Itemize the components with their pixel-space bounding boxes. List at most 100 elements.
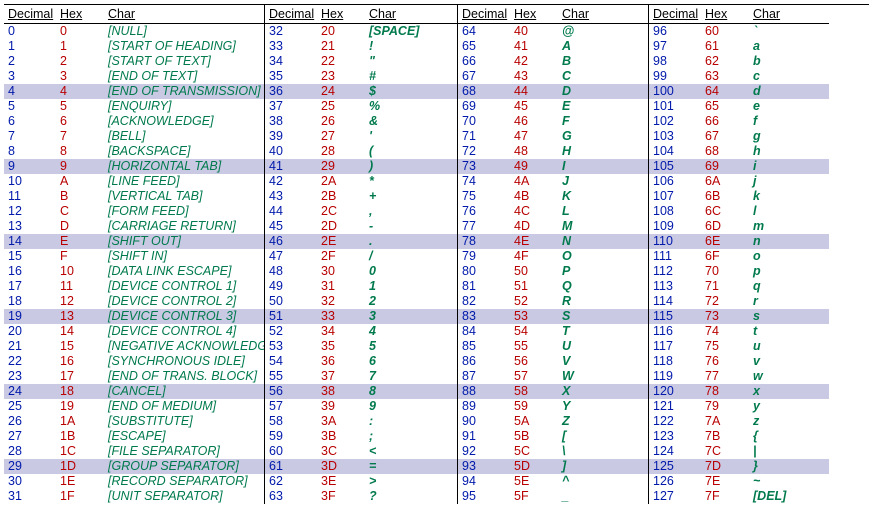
table-row: 11371q xyxy=(649,279,829,294)
cell-hex: F xyxy=(56,249,104,264)
cell-hex: 38 xyxy=(317,384,365,399)
cell-hex: 7D xyxy=(701,459,749,474)
cell-char: 9 xyxy=(365,399,457,414)
cell-hex: 64 xyxy=(701,84,749,99)
table-row: 1812[DEVICE CONTROL 2] xyxy=(4,294,264,309)
cell-char: [DATA LINK ESCAPE] xyxy=(104,264,264,279)
table-row: 3220[SPACE] xyxy=(265,24,457,39)
cell-hex: 15 xyxy=(56,339,104,354)
table-row: 1277F[DEL] xyxy=(649,489,829,504)
cell-char: a xyxy=(749,39,829,54)
header-row: DecimalHexChar xyxy=(4,5,264,24)
cell-char: g xyxy=(749,129,829,144)
cell-char: X xyxy=(558,384,648,399)
cell-hex: 54 xyxy=(510,324,558,339)
cell-hex: 8 xyxy=(56,144,104,159)
cell-decimal: 28 xyxy=(4,444,56,459)
cell-decimal: 5 xyxy=(4,99,56,114)
cell-decimal: 0 xyxy=(4,24,56,39)
table-row: 915B[ xyxy=(458,429,648,444)
table-row: 54366 xyxy=(265,354,457,369)
table-row: 1913[DEVICE CONTROL 3] xyxy=(4,309,264,324)
cell-decimal: 22 xyxy=(4,354,56,369)
header-hex: Hex xyxy=(317,5,365,23)
table-row: 291D[GROUP SEPARATOR] xyxy=(4,459,264,474)
cell-char: Z xyxy=(558,414,648,429)
cell-decimal: 106 xyxy=(649,174,701,189)
cell-decimal: 12 xyxy=(4,204,56,219)
table-row: 6440@ xyxy=(458,24,648,39)
cell-hex: 17 xyxy=(56,369,104,384)
cell-char: [END OF TRANSMISSION] xyxy=(104,84,264,99)
cell-hex: 7A xyxy=(701,414,749,429)
cell-char: Q xyxy=(558,279,648,294)
cell-decimal: 94 xyxy=(458,474,510,489)
cell-char: ' xyxy=(365,129,457,144)
cell-char: 8 xyxy=(365,384,457,399)
cell-hex: B xyxy=(56,189,104,204)
cell-char: [ENQUIRY] xyxy=(104,99,264,114)
cell-hex: 33 xyxy=(317,309,365,324)
cell-char: Y xyxy=(558,399,648,414)
cell-decimal: 40 xyxy=(265,144,317,159)
cell-hex: 2A xyxy=(317,174,365,189)
cell-char: [ACKNOWLEDGE] xyxy=(104,114,264,129)
cell-char: I xyxy=(558,159,648,174)
cell-decimal: 19 xyxy=(4,309,56,324)
cell-decimal: 24 xyxy=(4,384,56,399)
cell-hex: 3 xyxy=(56,69,104,84)
cell-decimal: 42 xyxy=(265,174,317,189)
cell-char: e xyxy=(749,99,829,114)
cell-hex: 4D xyxy=(510,219,558,234)
table-row: 1610[DATA LINK ESCAPE] xyxy=(4,264,264,279)
cell-char: t xyxy=(749,324,829,339)
table-row: 99[HORIZONTAL TAB] xyxy=(4,159,264,174)
cell-char: [END OF MEDIUM] xyxy=(104,399,264,414)
cell-hex: 25 xyxy=(317,99,365,114)
cell-char: [BACKSPACE] xyxy=(104,144,264,159)
cell-hex: 78 xyxy=(701,384,749,399)
cell-hex: 5B xyxy=(510,429,558,444)
column-group-0: DecimalHexChar00[NULL]11[START OF HEADIN… xyxy=(4,5,264,504)
cell-decimal: 47 xyxy=(265,249,317,264)
cell-hex: C xyxy=(56,204,104,219)
cell-hex: 26 xyxy=(317,114,365,129)
table-row: 51333 xyxy=(265,309,457,324)
table-row: 12078x xyxy=(649,384,829,399)
cell-hex: 65 xyxy=(701,99,749,114)
cell-decimal: 68 xyxy=(458,84,510,99)
cell-decimal: 72 xyxy=(458,144,510,159)
cell-char: $ xyxy=(365,84,457,99)
cell-char: [SPACE] xyxy=(365,24,457,39)
cell-hex: 72 xyxy=(701,294,749,309)
cell-decimal: 67 xyxy=(458,69,510,84)
cell-char: f xyxy=(749,114,829,129)
cell-char: ] xyxy=(558,459,648,474)
cell-decimal: 88 xyxy=(458,384,510,399)
cell-decimal: 115 xyxy=(649,309,701,324)
table-row: 8050P xyxy=(458,264,648,279)
cell-decimal: 1 xyxy=(4,39,56,54)
cell-hex: 31 xyxy=(317,279,365,294)
cell-char: s xyxy=(749,309,829,324)
cell-decimal: 4 xyxy=(4,84,56,99)
cell-hex: 49 xyxy=(510,159,558,174)
cell-hex: 6C xyxy=(701,204,749,219)
cell-decimal: 118 xyxy=(649,354,701,369)
cell-char: = xyxy=(365,459,457,474)
cell-decimal: 78 xyxy=(458,234,510,249)
cell-decimal: 89 xyxy=(458,399,510,414)
table-row: 3523# xyxy=(265,69,457,84)
cell-decimal: 75 xyxy=(458,189,510,204)
table-row: 3624$ xyxy=(265,84,457,99)
cell-hex: 1 xyxy=(56,39,104,54)
cell-char: F xyxy=(558,114,648,129)
cell-decimal: 46 xyxy=(265,234,317,249)
table-row: 9761a xyxy=(649,39,829,54)
cell-decimal: 120 xyxy=(649,384,701,399)
table-row: 311F[UNIT SEPARATOR] xyxy=(4,489,264,504)
cell-char: 7 xyxy=(365,369,457,384)
table-row: 10367g xyxy=(649,129,829,144)
table-row: 633F? xyxy=(265,489,457,504)
cell-decimal: 23 xyxy=(4,369,56,384)
